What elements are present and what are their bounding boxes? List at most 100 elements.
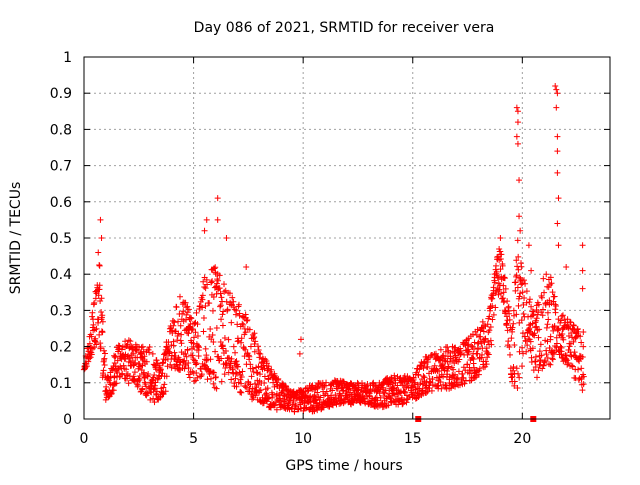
data-point [514,108,521,115]
data-point [551,322,558,329]
data-point [570,322,577,329]
data-point [423,389,430,396]
data-point [381,389,388,396]
data-point [185,330,192,337]
data-point [263,390,270,397]
data-point [558,313,565,320]
data-point [228,355,235,362]
data-point [424,388,431,395]
data-point [531,330,538,337]
data-point [273,406,280,413]
data-point [99,312,106,319]
data-point [571,349,578,356]
data-point [479,351,486,358]
data-point [563,355,570,362]
data-point [269,394,276,401]
data-point [153,388,160,395]
data-point [518,263,525,270]
data-point [468,342,475,349]
data-point [236,310,243,317]
data-point [404,381,411,388]
data-point [167,361,174,368]
data-point [201,227,208,234]
data-point [333,401,340,408]
data-point [435,382,442,389]
data-point [454,374,461,381]
data-point [329,387,336,394]
data-point [108,390,115,397]
data-point [272,402,279,409]
data-point [477,333,484,340]
data-point [195,353,202,360]
data-point [208,279,215,286]
data-point [516,374,523,381]
data-point [221,281,228,288]
data-point [252,338,259,345]
y-tick-label: 0.3 [50,303,72,319]
data-point [251,340,258,347]
x-tick-label: 10 [294,431,312,447]
y-tick-label: 0.2 [50,340,72,356]
data-point [160,384,167,391]
y-tick-label: 0.4 [50,267,72,283]
data-point [437,346,444,353]
data-point [451,371,458,378]
data-point [112,353,119,360]
data-point [102,350,109,357]
data-point [428,387,435,394]
data-point [213,385,220,392]
data-point [180,308,187,315]
data-point [240,321,247,328]
data-point [233,383,240,390]
data-point [520,311,527,318]
data-point [555,316,562,323]
data-point [554,220,561,227]
data-point [516,293,523,300]
data-point [218,294,225,301]
data-point [410,374,417,381]
data-point [355,380,362,387]
y-tick-label: 0.8 [50,122,72,138]
data-point [389,380,396,387]
data-point [314,407,321,414]
data-point [553,86,560,93]
data-point [210,294,217,301]
data-point [557,317,564,324]
data-point [102,396,109,403]
data-point [230,298,237,305]
data-point [251,348,258,355]
data-point [489,302,496,309]
data-point [506,316,513,323]
data-point [528,267,535,274]
data-point [481,336,488,343]
data-point [280,397,287,404]
data-point [518,317,525,324]
data-point [412,381,419,388]
data-point [402,389,409,396]
data-point [400,400,407,407]
data-point [553,334,560,341]
data-point [192,329,199,336]
data-point [210,339,217,346]
data-point [520,301,527,308]
data-point [265,376,272,383]
data-point [202,285,209,292]
data-point [88,333,95,340]
y-axis-label: SRMTID / TECUs [8,182,24,295]
data-point [191,334,198,341]
data-point [515,253,522,260]
data-point [440,373,447,380]
data-point [220,345,227,352]
data-point [183,311,190,318]
data-point [297,336,304,343]
data-point [238,339,245,346]
data-point [123,366,130,373]
x-tick-label: 15 [404,431,422,447]
data-point [499,262,506,269]
data-point [514,385,521,392]
data-point [483,345,490,352]
data-point [552,302,559,309]
data-point [188,327,195,334]
data-point [508,335,515,342]
data-point [152,385,159,392]
